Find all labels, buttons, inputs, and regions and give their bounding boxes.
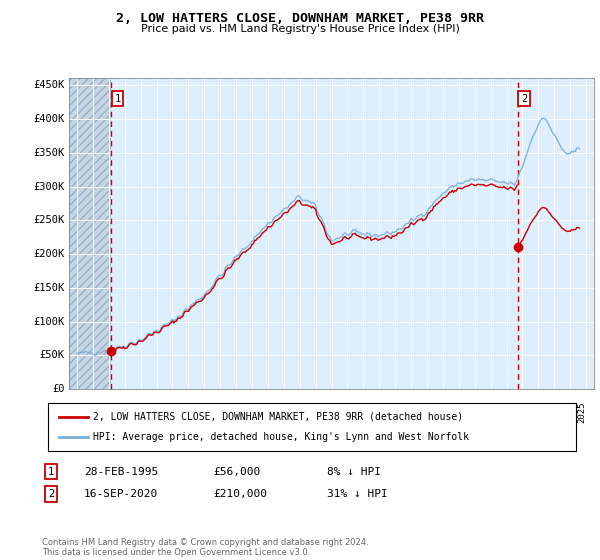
Text: 2023: 2023 [545, 402, 554, 423]
Text: 28-FEB-1995: 28-FEB-1995 [84, 466, 158, 477]
Text: 2000: 2000 [179, 402, 188, 423]
Text: 2004: 2004 [243, 402, 252, 423]
Text: 2011: 2011 [355, 402, 364, 423]
Text: 2003: 2003 [227, 402, 236, 423]
Text: £200K: £200K [34, 249, 65, 259]
Text: 2006: 2006 [275, 402, 284, 423]
Text: 1995: 1995 [100, 402, 109, 423]
Text: 1994: 1994 [84, 402, 93, 423]
Text: Contains HM Land Registry data © Crown copyright and database right 2024.
This d: Contains HM Land Registry data © Crown c… [42, 538, 368, 557]
Text: 1: 1 [48, 466, 54, 477]
Text: £56,000: £56,000 [213, 466, 260, 477]
Text: 1999: 1999 [163, 402, 172, 423]
Text: £250K: £250K [34, 215, 65, 225]
Text: 1: 1 [115, 94, 121, 104]
Text: 2, LOW HATTERS CLOSE, DOWNHAM MARKET, PE38 9RR: 2, LOW HATTERS CLOSE, DOWNHAM MARKET, PE… [116, 12, 484, 25]
Text: 2: 2 [48, 489, 54, 499]
Text: 1998: 1998 [148, 402, 157, 423]
Text: 2014: 2014 [402, 402, 411, 423]
Text: £350K: £350K [34, 148, 65, 158]
Text: £400K: £400K [34, 114, 65, 124]
Text: 2012: 2012 [370, 402, 379, 423]
Text: £210,000: £210,000 [213, 489, 267, 499]
Text: 2020: 2020 [497, 402, 506, 423]
Text: 2010: 2010 [338, 402, 347, 423]
Text: 2002: 2002 [211, 402, 220, 423]
Text: 2024: 2024 [561, 402, 570, 423]
Text: 2: 2 [521, 94, 527, 104]
Text: 2017: 2017 [450, 402, 459, 423]
Text: 2015: 2015 [418, 402, 427, 423]
Text: 2019: 2019 [482, 402, 491, 423]
Text: £50K: £50K [40, 351, 65, 361]
Text: 2022: 2022 [529, 402, 538, 423]
Text: 2013: 2013 [386, 402, 395, 423]
Text: 2001: 2001 [195, 402, 204, 423]
Text: £100K: £100K [34, 316, 65, 326]
Text: 2021: 2021 [514, 402, 523, 423]
Text: 2008: 2008 [307, 402, 316, 423]
Text: 16-SEP-2020: 16-SEP-2020 [84, 489, 158, 499]
Text: 1993: 1993 [68, 402, 77, 423]
Text: 2007: 2007 [290, 402, 299, 423]
Text: 2016: 2016 [434, 402, 443, 423]
Text: Price paid vs. HM Land Registry's House Price Index (HPI): Price paid vs. HM Land Registry's House … [140, 24, 460, 34]
Text: £450K: £450K [34, 80, 65, 90]
Text: £150K: £150K [34, 283, 65, 293]
Text: HPI: Average price, detached house, King's Lynn and West Norfolk: HPI: Average price, detached house, King… [93, 432, 469, 442]
Text: 1996: 1996 [116, 402, 125, 423]
Text: 2, LOW HATTERS CLOSE, DOWNHAM MARKET, PE38 9RR (detached house): 2, LOW HATTERS CLOSE, DOWNHAM MARKET, PE… [93, 412, 463, 422]
Text: 1997: 1997 [131, 402, 140, 423]
Text: 2018: 2018 [466, 402, 475, 423]
Text: £0: £0 [52, 384, 65, 394]
Text: 2025: 2025 [577, 402, 586, 423]
Text: 2009: 2009 [323, 402, 331, 423]
Text: £300K: £300K [34, 181, 65, 192]
Text: 2005: 2005 [259, 402, 268, 423]
Text: 31% ↓ HPI: 31% ↓ HPI [327, 489, 388, 499]
Text: 8% ↓ HPI: 8% ↓ HPI [327, 466, 381, 477]
